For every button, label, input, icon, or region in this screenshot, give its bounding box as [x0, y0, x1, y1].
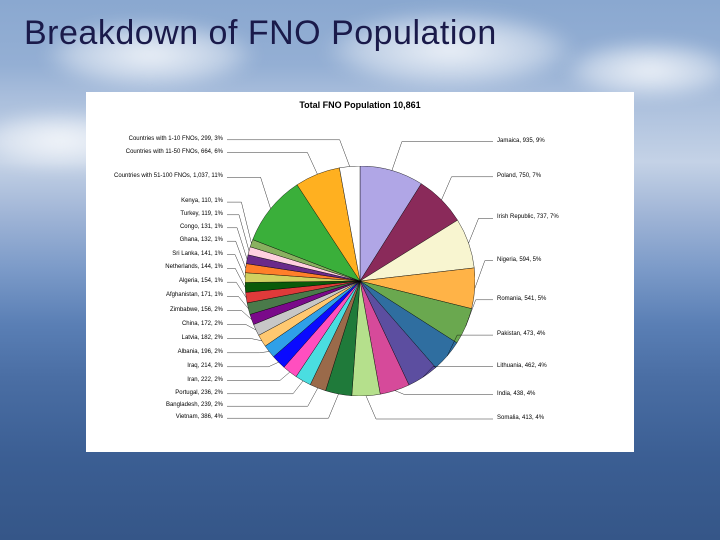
slice-label: Latvia, 182, 2%	[182, 335, 223, 342]
slice-label: Algeria, 154, 1%	[179, 278, 223, 285]
slice-label: Romania, 541, 5%	[497, 296, 546, 303]
slice-label: Pakistan, 473, 4%	[497, 331, 545, 338]
slice-label: Kenya, 110, 1%	[181, 198, 223, 205]
slice-label: Bangladesh, 239, 2%	[166, 402, 223, 409]
slice-label: Countries with 51-100 FNOs, 1,037, 11%	[114, 173, 223, 180]
slice-label: India, 438, 4%	[497, 391, 535, 398]
chart-area: Jamaica, 935, 9% Poland, 750, 7% Irish Rep…	[96, 116, 624, 446]
chart-title: Total FNO Population 10,861	[96, 100, 624, 110]
slice-label: China, 172, 2%	[182, 321, 223, 328]
slice-label: Afghanistan, 171, 1%	[166, 292, 223, 299]
slice-label: Jamaica, 935, 9%	[497, 138, 545, 145]
slice-label: Iraq, 214, 2%	[187, 363, 223, 370]
slice-label: Iran, 222, 2%	[187, 377, 223, 384]
slice-label: Irish Republic, 737, 7%	[497, 214, 559, 221]
slice-label: Lithuania, 462, 4%	[497, 363, 547, 370]
slice-label: Poland, 750, 7%	[497, 173, 541, 180]
slice-label: Nigeria, 594, 5%	[497, 257, 541, 264]
slice-label: Sri Lanka, 141, 1%	[172, 251, 223, 258]
slice-label: Ghana, 132, 1%	[180, 237, 223, 244]
slice-label: Turkey, 119, 1%	[180, 211, 223, 218]
slice-label: Vietnam, 386, 4%	[176, 414, 223, 421]
slice-label: Netherlands, 144, 1%	[165, 264, 223, 271]
leader-lines	[96, 116, 624, 446]
chart-card: Total FNO Population 10,861 Jamaica, 935…	[86, 92, 634, 452]
slide-title: Breakdown of FNO Population	[24, 14, 497, 53]
slice-label: Portugal, 236, 2%	[175, 390, 223, 397]
slice-label: Countries with 11-50 FNOs, 664, 6%	[126, 149, 223, 156]
slice-label: Zimbabwe, 156, 2%	[170, 307, 223, 314]
slice-label: Congo, 131, 1%	[180, 224, 223, 231]
slice-label: Albania, 196, 2%	[178, 349, 223, 356]
slice-label: Countries with 1-10 FNOs, 299, 3%	[129, 136, 223, 143]
slice-label: Somalia, 413, 4%	[497, 415, 544, 422]
